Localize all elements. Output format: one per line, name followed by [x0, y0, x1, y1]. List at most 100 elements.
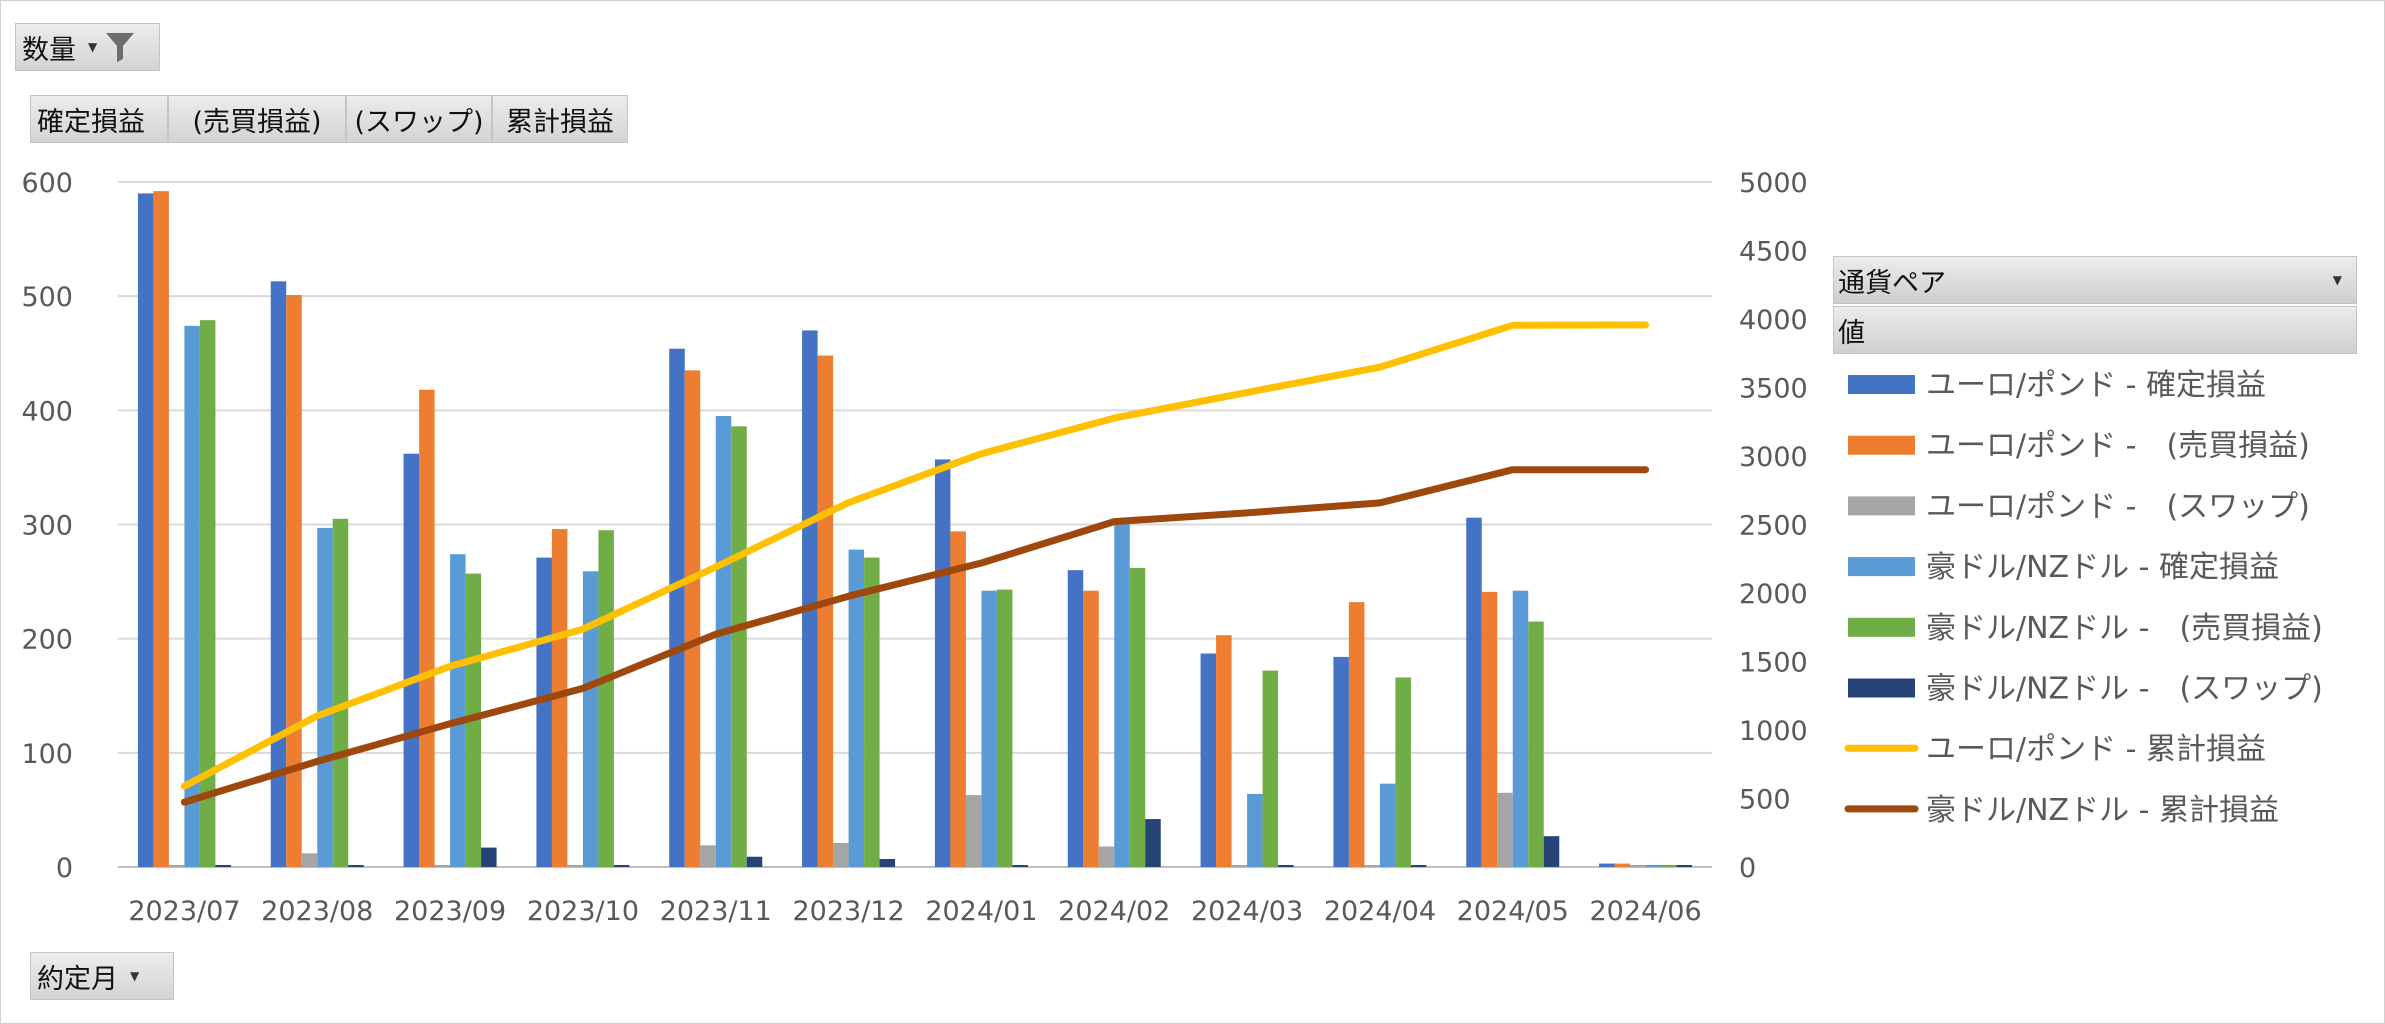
value-field-label: (売買損益) [192, 106, 322, 138]
bar [317, 527, 333, 867]
bar [403, 453, 420, 867]
y-right-tick-label: 0 [1739, 853, 1756, 884]
legend-values-header: 値 [1833, 306, 2357, 354]
chevron-down-icon: ▼ [130, 969, 140, 983]
bar [1348, 602, 1365, 867]
bar [270, 281, 287, 867]
bar [184, 325, 200, 868]
x-tick-label: 2024/05 [1457, 896, 1569, 927]
bar [934, 459, 951, 867]
value-field-button[interactable]: (スワップ) [346, 95, 492, 143]
legend-entry-label: 豪ドル/NZドル - 累計損益 [1926, 793, 2279, 828]
legend-entry-label: ユーロ/ポンド - (スワップ) [1926, 489, 2310, 524]
bars [137, 191, 1693, 868]
bar [802, 330, 818, 868]
bar [286, 295, 302, 867]
funnel-icon[interactable] [105, 31, 135, 63]
bar [746, 856, 763, 867]
legend-swatch [1848, 678, 1915, 698]
bar [199, 320, 216, 867]
bar [1410, 865, 1427, 867]
bar [1599, 863, 1615, 867]
bar [1333, 656, 1349, 867]
y-left-tick-label: 500 [21, 282, 73, 313]
bar [419, 389, 435, 867]
series-line [180, 466, 1650, 806]
bar [1067, 570, 1084, 867]
bar [715, 416, 732, 867]
legend-series-field-button[interactable]: 通貨ペア ▼ [1833, 256, 2357, 304]
bar [301, 853, 318, 867]
filter-field-button[interactable]: 数量 ▼ [15, 23, 160, 71]
bar [1630, 865, 1646, 867]
x-tick-label: 2024/01 [925, 896, 1037, 927]
chevron-down-icon: ▼ [88, 40, 98, 54]
bar [1543, 836, 1560, 867]
x-tick-label: 2023/11 [660, 896, 772, 927]
legend-entry-label: ユーロ/ポンド - 累計損益 [1926, 732, 2266, 767]
bar [879, 859, 896, 867]
bar [996, 589, 1013, 867]
axis-field-button[interactable]: 約定月 ▼ [30, 952, 174, 1000]
y-left-tick-label: 400 [21, 396, 73, 427]
value-field-label: 確定損益 [37, 106, 145, 138]
bar [981, 590, 997, 867]
bar [1676, 865, 1693, 867]
legend-entry-label: 豪ドル/NZドル - 確定損益 [1926, 550, 2279, 585]
y-left-tick-label: 0 [56, 853, 73, 884]
bar [168, 865, 185, 867]
x-tick-label: 2023/12 [792, 896, 904, 927]
bar [864, 557, 880, 867]
y-right-tick-label: 500 [1739, 785, 1791, 816]
bar [1645, 865, 1662, 867]
value-field-button[interactable]: (売買損益) [168, 95, 346, 143]
bar [1262, 670, 1279, 867]
legend-entry-label: ユーロ/ポンド - 確定損益 [1926, 368, 2266, 403]
bar [1247, 793, 1263, 867]
bar [567, 865, 583, 867]
legend-entry-label: 豪ドル/NZドル - (売買損益) [1926, 611, 2323, 646]
bar [1083, 590, 1099, 867]
x-tick-label: 2023/07 [128, 896, 240, 927]
bar [848, 549, 865, 867]
y-right-tick-label: 5000 [1739, 168, 1808, 199]
bar [817, 355, 834, 867]
bar [1512, 590, 1529, 867]
bar [1379, 783, 1396, 867]
lines [180, 321, 1650, 806]
legend-swatch [1848, 375, 1915, 394]
value-field-button[interactable]: 確定損益 [30, 95, 168, 143]
value-field-button[interactable]: 累計損益 [492, 95, 628, 143]
bar [1278, 865, 1294, 867]
y-left-tick-label: 200 [21, 625, 73, 656]
bar [684, 370, 701, 867]
bar [450, 554, 466, 867]
filter-field-label: 数量 [22, 34, 76, 66]
bar [348, 865, 364, 867]
bar [536, 557, 552, 867]
bar [1216, 635, 1232, 867]
legend-entry-label: ユーロ/ポンド - (売買損益) [1926, 429, 2310, 464]
bar [1395, 677, 1411, 867]
x-tick-label: 2023/10 [527, 896, 639, 927]
legend-swatch [1848, 496, 1915, 516]
bar [1497, 792, 1513, 867]
bar [613, 865, 630, 867]
bar [1466, 517, 1482, 867]
legend-series-field-label: 通貨ペア [1838, 267, 1946, 299]
y-right-tick-label: 3500 [1739, 374, 1808, 405]
bar [582, 571, 599, 867]
value-field-label: 累計損益 [506, 106, 614, 138]
bar [1098, 846, 1115, 867]
y-left-tick-label: 300 [21, 511, 73, 542]
bar [950, 531, 966, 867]
y-right-tick-label: 4500 [1739, 237, 1808, 268]
x-tick-label: 2023/09 [394, 896, 506, 927]
legend-swatch [1848, 617, 1915, 637]
legend-swatch [1848, 557, 1915, 577]
bar [1114, 522, 1130, 867]
y-right-tick-label: 4000 [1739, 305, 1808, 336]
x-tick-label: 2024/02 [1058, 896, 1170, 927]
